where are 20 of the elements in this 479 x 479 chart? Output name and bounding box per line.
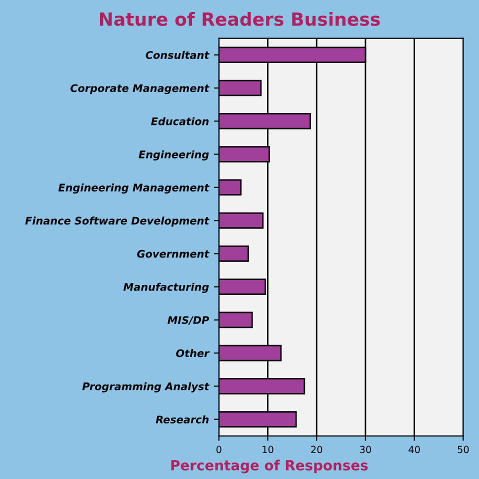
- x-tick-label: 50: [458, 446, 469, 454]
- y-tick-label: Research: [156, 415, 209, 424]
- x-tick-label: 20: [311, 446, 322, 454]
- y-tick-label: Education: [151, 117, 209, 126]
- x-tick-label: 30: [360, 446, 372, 454]
- y-tick-label: Corporate Management: [70, 84, 210, 94]
- y-tick-label: Government: [137, 250, 210, 258]
- y-tick-label: Manufacturing: [123, 282, 209, 294]
- y-tick-label: Finance Software Development: [25, 216, 210, 227]
- y-tick-label: Consultant: [146, 50, 210, 59]
- x-tick-label: 0: [216, 446, 222, 454]
- y-tick-label: Engineering: [138, 150, 209, 160]
- y-tick-label: Other: [176, 349, 210, 358]
- chart-title: Nature of Readers Business: [100, 12, 380, 26]
- x-tick-label: 40: [408, 446, 420, 454]
- y-tick-label: Programming Analyst: [82, 382, 210, 392]
- y-tick-label: Engineering Management: [58, 183, 210, 194]
- x-axis-title: Percentage of Responses: [171, 460, 368, 474]
- x-tick-label: 10: [262, 446, 274, 454]
- y-tick-label: MIS/DP: [168, 316, 210, 325]
